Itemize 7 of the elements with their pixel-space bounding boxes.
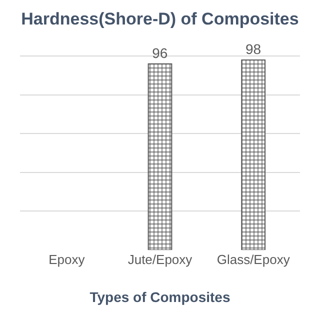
- data-label: 96: [152, 44, 168, 61]
- x-tick-label: Jute/Epoxy: [128, 252, 193, 267]
- x-tick-label: Glass/Epoxy: [216, 252, 290, 267]
- data-label: 98: [245, 41, 262, 57]
- x-tick-label: Epoxy: [48, 252, 86, 267]
- chart-title: Hardness(Shore-D) of Composites: [21, 10, 299, 29]
- x-axis-title: Types of Composites: [90, 289, 230, 305]
